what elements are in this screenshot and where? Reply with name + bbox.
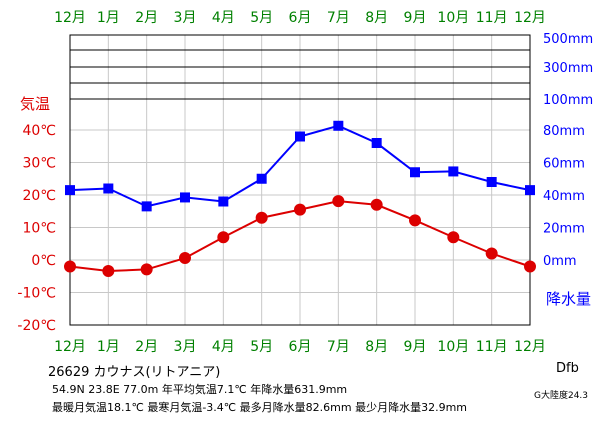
temperature-tick-label: 10℃ <box>22 221 56 237</box>
temperature-tick-label: -20℃ <box>17 318 56 334</box>
precipitation-series <box>65 120 535 212</box>
bottom-month-labels: 12月 1月 2月 3月 4月 5月 6月 7月 8月 9月 10月 11月 12月 <box>54 339 546 355</box>
bottom-month-label: 2月 <box>135 339 158 355</box>
bottom-month-label: 12月 <box>514 339 546 355</box>
temperature-point <box>409 214 421 227</box>
top-month-label: 11月 <box>476 10 508 26</box>
precipitation-tick-label: 20mm <box>543 222 585 237</box>
bottom-month-label: 3月 <box>174 339 197 355</box>
bottom-month-label: 11月 <box>476 339 508 355</box>
top-month-label: 4月 <box>212 10 235 26</box>
temperature-point <box>524 260 536 273</box>
bottom-month-label: 8月 <box>365 339 388 355</box>
temperature-tick-label: 20℃ <box>22 188 56 204</box>
bottom-month-label: 5月 <box>250 339 273 355</box>
precipitation-tick-label: 100mm <box>543 93 593 108</box>
top-month-label: 3月 <box>174 10 197 26</box>
top-month-labels: 12月 1月 2月 3月 4月 5月 6月 7月 8月 9月 10月 11月 12月 <box>54 10 546 26</box>
precipitation-point <box>256 173 267 184</box>
top-month-label: 12月 <box>514 10 546 26</box>
bottom-month-label: 7月 <box>327 339 350 355</box>
top-month-label: 2月 <box>135 10 158 26</box>
precipitation-point <box>448 166 459 177</box>
top-month-label: 7月 <box>327 10 350 26</box>
temperature-tick-label: 40℃ <box>22 123 56 139</box>
continentality-index: G大陸度24.3 <box>534 391 589 401</box>
precipitation-tick-label: 80mm <box>543 124 585 139</box>
precipitation-point <box>525 185 535 196</box>
precipitation-point <box>141 201 152 212</box>
station-info-line2: 最暖月気温18.1℃ 最寒月気温-3.4℃ 最多月降水量82.6mm 最少月降水… <box>52 401 467 414</box>
bottom-month-label: 12月 <box>54 339 86 355</box>
bottom-month-label: 9月 <box>404 339 427 355</box>
station-name: 26629 カウナス(リトアニア) <box>48 365 221 380</box>
temperature-tick-label: 30℃ <box>22 156 56 172</box>
precipitation-tick-label: 500mm <box>543 32 593 47</box>
precipitation-tick-label: 40mm <box>543 189 585 204</box>
temperature-axis-title: 気温 <box>20 95 50 113</box>
chart-grid <box>70 35 530 325</box>
top-month-label: 10月 <box>437 10 469 26</box>
precipitation-point <box>371 138 382 148</box>
bottom-month-label: 1月 <box>97 339 120 355</box>
bottom-month-label: 4月 <box>212 339 235 355</box>
precipitation-point <box>333 120 344 131</box>
precipitation-point <box>295 131 305 142</box>
bottom-month-label: 10月 <box>437 339 469 355</box>
precipitation-point <box>103 183 114 194</box>
climate-classification: Dfb <box>556 361 579 376</box>
top-month-label: 9月 <box>404 10 427 26</box>
temperature-tick-label: -10℃ <box>17 286 56 302</box>
temperature-point <box>102 265 115 278</box>
precipitation-point <box>218 196 229 207</box>
temperature-point <box>217 231 230 244</box>
temperature-point <box>255 211 268 224</box>
temperature-point <box>179 252 191 265</box>
precipitation-point <box>410 167 420 178</box>
bottom-month-label: 6月 <box>289 339 312 355</box>
precipitation-point <box>65 185 75 196</box>
temperature-tick-labels: 40℃ 30℃ 20℃ 10℃ 0℃ -10℃ -20℃ <box>17 123 56 334</box>
precipitation-tick-label: 60mm <box>543 157 585 172</box>
temperature-point <box>140 263 153 276</box>
precipitation-tick-label: 0mm <box>543 254 577 269</box>
plot-frame <box>69 34 531 326</box>
top-month-label: 1月 <box>97 10 120 26</box>
top-month-label: 5月 <box>250 10 273 26</box>
temperature-point <box>332 195 345 208</box>
top-month-label: 12月 <box>54 10 86 26</box>
precipitation-point <box>486 177 497 187</box>
top-month-label: 8月 <box>365 10 388 26</box>
temperature-series <box>64 195 536 278</box>
precipitation-tick-labels: 500mm 300mm 100mm 80mm 60mm 40mm 20mm 0mm <box>543 32 593 269</box>
precipitation-tick-label: 300mm <box>543 61 593 76</box>
precipitation-axis-title: 降水量 <box>546 290 591 308</box>
temperature-point <box>447 231 460 244</box>
temperature-point <box>294 203 306 216</box>
temperature-point <box>370 198 383 211</box>
top-month-label: 6月 <box>289 10 312 26</box>
precipitation-point <box>180 192 190 203</box>
temperature-point <box>485 247 498 260</box>
temperature-point <box>64 260 76 273</box>
temperature-tick-label: 0℃ <box>31 253 56 269</box>
station-info-line1: 54.9N 23.8E 77.0m 年平均気温7.1℃ 年降水量631.9mm <box>52 383 348 396</box>
